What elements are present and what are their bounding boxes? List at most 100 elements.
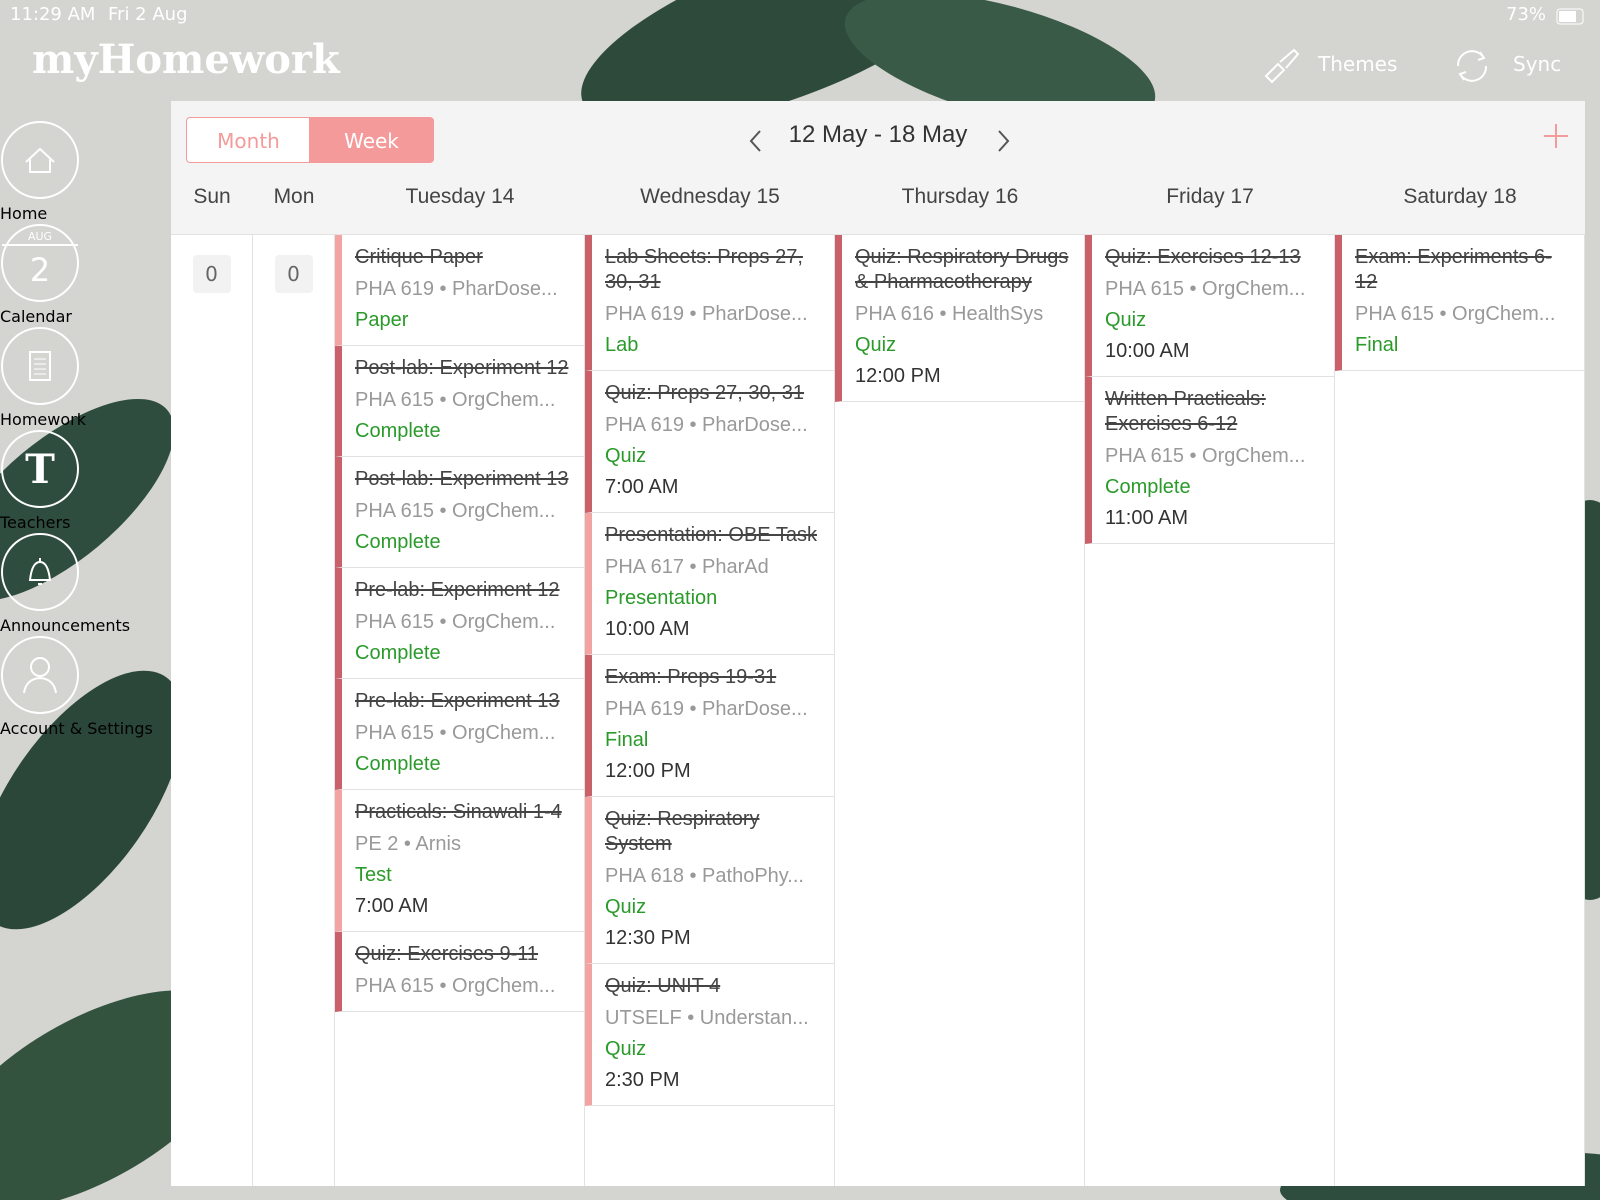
homework-item[interactable]: Quiz: Respiratory System PHA 618 • PathoP… — [585, 797, 834, 964]
item-title: Pre-lab: Experiment 12 — [355, 579, 560, 601]
day-column: Lab Sheets: Preps 27, 30, 31 PHA 619 • Ph… — [585, 235, 835, 1186]
homework-item[interactable]: Critique Paper PHA 619 • PharDose... Paper — [335, 235, 584, 346]
nav-label: Homework — [0, 410, 86, 429]
nav-item[interactable]: Homework — [0, 326, 171, 429]
nav-label: Account & Settings — [0, 719, 153, 738]
day-column: Quiz: Respiratory Drugs & Pharmacotherap… — [835, 235, 1085, 1186]
item-time: 12:30 PM — [605, 927, 691, 949]
prev-button[interactable] — [746, 127, 766, 155]
nav-label: Calendar — [0, 307, 72, 326]
homework-item[interactable]: Exam: Experiments 6-12 PHA 615 • OrgChem.… — [1335, 235, 1584, 371]
item-type: Complete — [355, 642, 441, 664]
item-time: 2:30 PM — [605, 1069, 680, 1091]
nav-item[interactable]: Home — [0, 120, 171, 223]
item-course: PHA 615 • OrgChem... — [355, 500, 556, 522]
nav-label: Home — [0, 204, 48, 223]
sync-icon[interactable] — [1452, 48, 1492, 84]
item-title: Post-lab: Experiment 13 — [355, 468, 569, 490]
item-time: 11:00 AM — [1105, 507, 1189, 529]
view-tab[interactable]: Week — [309, 117, 434, 163]
nav-item[interactable]: T Teachers — [0, 429, 171, 532]
calendar-month: AUG — [28, 230, 52, 243]
nav-item[interactable]: Announcements — [0, 532, 171, 635]
homework-item[interactable]: Post-lab: Experiment 12 PHA 615 • OrgChem… — [335, 346, 584, 457]
nav-icon — [1, 327, 79, 405]
nav-label: Announcements — [0, 616, 131, 635]
item-type: Complete — [1105, 476, 1191, 498]
day-column: Critique Paper PHA 619 • PharDose... Paper… — [335, 235, 585, 1186]
homework-item[interactable]: Quiz: UNIT 4 UTSELF • Understan... Quiz 2:3… — [585, 964, 834, 1106]
item-time: 12:00 PM — [605, 760, 691, 782]
item-course: PHA 618 • PathoPhy... — [605, 865, 804, 887]
battery-icon — [1556, 8, 1584, 25]
day-column: Exam: Experiments 6-12 PHA 615 • OrgChem.… — [1335, 235, 1585, 1186]
homework-item[interactable]: Quiz: Preps 27, 30, 31 PHA 619 • PharDose… — [585, 371, 834, 513]
item-title: Quiz: Respiratory Drugs & Pharmacotherap… — [855, 246, 1069, 293]
item-course: PHA 619 • PharDose... — [355, 278, 558, 300]
item-title: Critique Paper — [355, 246, 483, 268]
day-header: Saturday 18 — [1403, 185, 1517, 208]
item-type: Test — [355, 864, 392, 886]
day-header: Thursday 16 — [901, 185, 1019, 208]
homework-item[interactable]: Exam: Preps 19-31 PHA 619 • PharDose... Fi… — [585, 655, 834, 797]
item-type: Presentation — [605, 587, 718, 609]
item-title: Quiz: Preps 27, 30, 31 — [605, 382, 805, 404]
item-course: PHA 615 • OrgChem... — [355, 611, 556, 633]
homework-item[interactable]: Quiz: Exercises 12-13 PHA 615 • OrgChem..… — [1085, 235, 1334, 377]
item-course: PHA 615 • OrgChem... — [355, 389, 556, 411]
day-header: Friday 17 — [1166, 185, 1254, 208]
calendar-day: 2 — [30, 251, 50, 289]
status-time: 11:29 AM — [10, 4, 96, 25]
item-title: Presentation: OBE Task — [605, 524, 817, 546]
homework-item[interactable]: Post-lab: Experiment 13 PHA 615 • OrgChem… — [335, 457, 584, 568]
add-button[interactable] — [1541, 121, 1571, 151]
item-type: Quiz — [1105, 309, 1147, 331]
battery: 73% — [1506, 4, 1547, 25]
svg-text:T: T — [25, 446, 55, 493]
item-type: Quiz — [605, 896, 647, 918]
nav-icon — [1, 121, 79, 199]
day-count: 0 — [192, 255, 231, 293]
day-column: 0 — [171, 235, 253, 1186]
nav-item[interactable]: AUG 2 Calendar — [0, 223, 171, 326]
item-course: UTSELF • Understan... — [605, 1007, 809, 1029]
item-title: Lab Sheets: Preps 27, 30, 31 — [605, 246, 803, 293]
homework-item[interactable]: Lab Sheets: Preps 27, 30, 31 PHA 619 • Ph… — [585, 235, 834, 371]
item-title: Exam: Experiments 6-12 — [1355, 246, 1552, 293]
date-range: 12 May - 18 May — [788, 121, 968, 148]
item-title: Exam: Preps 19-31 — [605, 666, 777, 688]
day-column: Quiz: Exercises 12-13 PHA 615 • OrgChem..… — [1085, 235, 1335, 1186]
item-course: PHA 619 • PharDose... — [605, 698, 808, 720]
homework-item[interactable]: Written Practicals: Exercises 6-12 PHA 61… — [1085, 377, 1334, 544]
homework-item[interactable]: Pre-lab: Experiment 12 PHA 615 • OrgChem.… — [335, 568, 584, 679]
item-title: Quiz: Exercises 12-13 — [1105, 246, 1301, 268]
item-title: Practicals: Sinawali 1-4 — [355, 801, 562, 823]
item-type: Quiz — [605, 1038, 647, 1060]
item-type: Complete — [355, 753, 441, 775]
homework-item[interactable]: Quiz: Respiratory Drugs & Pharmacotherap… — [835, 235, 1084, 402]
view-tab[interactable]: Month — [186, 117, 311, 163]
nav-item[interactable]: Account & Settings — [0, 635, 171, 738]
homework-item[interactable]: Practicals: Sinawali 1-4 PE 2 • Arnis Test… — [335, 790, 584, 932]
item-time: 12:00 PM — [855, 365, 941, 387]
homework-item[interactable]: Pre-lab: Experiment 13 PHA 615 • OrgChem.… — [335, 679, 584, 790]
item-time: 10:00 AM — [605, 618, 690, 640]
item-type: Final — [1355, 334, 1399, 356]
item-course: PHA 619 • PharDose... — [605, 303, 808, 325]
next-button[interactable] — [993, 127, 1013, 155]
themes-icon[interactable] — [1260, 46, 1300, 86]
item-type: Quiz — [605, 445, 647, 467]
nav-icon: T — [1, 430, 79, 508]
day-column: 0 — [253, 235, 335, 1186]
homework-item[interactable]: Quiz: Exercises 9-11 PHA 615 • OrgChem... — [335, 932, 584, 1012]
homework-item[interactable]: Presentation: OBE Task PHA 617 • PharAd Pr… — [585, 513, 834, 655]
themes-button[interactable]: Themes — [1318, 52, 1398, 76]
nav-label: Teachers — [0, 513, 71, 532]
item-course: PHA 615 • OrgChem... — [355, 722, 556, 744]
status-date: Fri 2 Aug — [108, 4, 188, 25]
item-title: Quiz: Respiratory System — [605, 808, 760, 855]
item-title: Post-lab: Experiment 12 — [355, 357, 569, 379]
item-course: PHA 615 • OrgChem... — [1105, 278, 1306, 300]
sync-button[interactable]: Sync — [1513, 52, 1562, 76]
